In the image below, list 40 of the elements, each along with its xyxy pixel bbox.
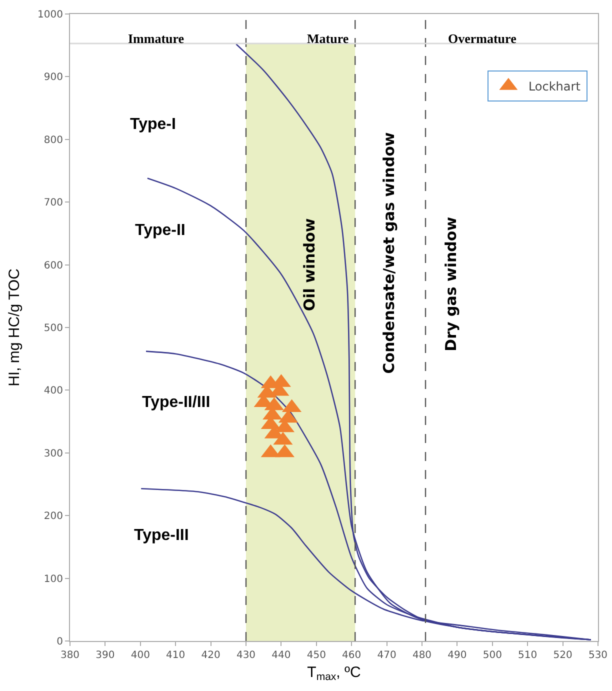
annotation: Type-II bbox=[135, 222, 186, 239]
x-tick-label: 430 bbox=[236, 650, 256, 661]
annotation: Overmature bbox=[448, 31, 517, 46]
annotation: Condensate/wet gas window bbox=[380, 132, 398, 374]
x-tick-label: 470 bbox=[377, 650, 396, 661]
x-tick-label: 400 bbox=[130, 650, 150, 661]
annotation: Dry gas window bbox=[442, 216, 460, 352]
x-tick-label: 500 bbox=[482, 650, 502, 661]
band-label: Oil window bbox=[300, 218, 318, 312]
y-tick-label: 800 bbox=[44, 134, 63, 146]
x-tick-label: 460 bbox=[342, 650, 362, 661]
x-tick-label: 390 bbox=[96, 650, 115, 661]
x-tick-label: 440 bbox=[272, 650, 291, 661]
annotation: Immature bbox=[128, 31, 184, 46]
x-tick-label: 450 bbox=[306, 650, 326, 661]
annotation: Mature bbox=[307, 31, 349, 46]
y-axis-title: HI, mg HC/g TOC bbox=[6, 268, 23, 386]
x-tick-label: 520 bbox=[553, 650, 572, 661]
y-tick-label: 600 bbox=[44, 260, 63, 272]
y-tick-label: 100 bbox=[44, 574, 63, 585]
x-tick-label: 380 bbox=[60, 650, 80, 661]
x-axis-title: T$_{max}$, ºC bbox=[307, 664, 361, 684]
y-tick-label: 500 bbox=[44, 323, 63, 334]
x-tick-label: 480 bbox=[412, 650, 432, 661]
y-tick-label: 300 bbox=[44, 448, 63, 460]
annotation: Type-I bbox=[130, 116, 176, 133]
x-tick-label: 410 bbox=[166, 650, 186, 661]
annotation: Type-II/III bbox=[142, 394, 210, 411]
annotation: Type-III bbox=[134, 527, 189, 544]
y-tick-label: 0 bbox=[56, 636, 63, 648]
x-tick-label: 490 bbox=[448, 650, 467, 661]
x-tick-label: 510 bbox=[518, 650, 538, 661]
legend-label: Lockhart bbox=[528, 80, 581, 94]
y-tick-label: 200 bbox=[44, 511, 63, 522]
x-tick-label: 420 bbox=[201, 650, 220, 661]
y-tick-label: 900 bbox=[44, 72, 63, 84]
y-tick-label: 1000 bbox=[38, 10, 63, 20]
x-tick-label: 530 bbox=[588, 650, 608, 661]
y-tick-label: 400 bbox=[44, 386, 63, 397]
y-tick-label: 700 bbox=[44, 198, 63, 209]
